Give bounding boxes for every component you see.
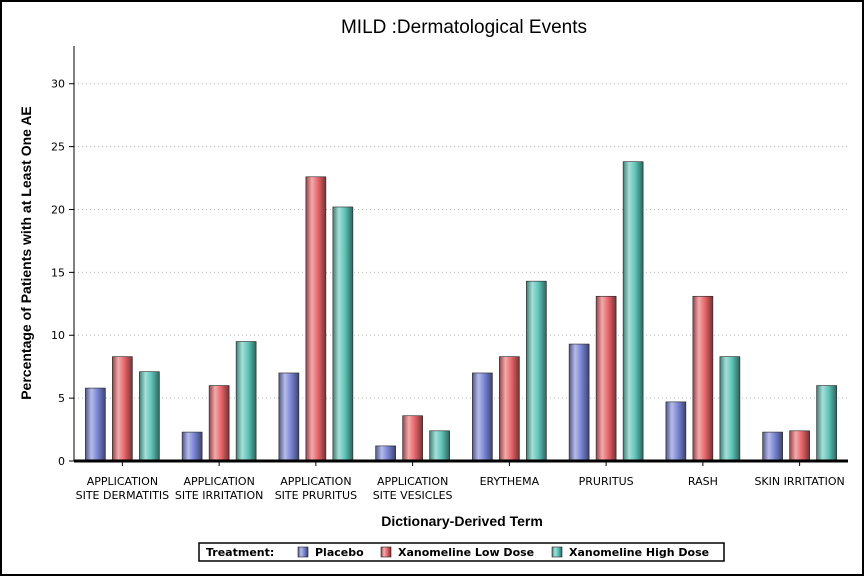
bars-group [85,161,837,462]
y-axis-label: Percentage of Patients with at Least One… [18,106,34,400]
x-tick-label: APPLICATION SITE DERMATITIS [76,475,170,502]
bar-placebo [665,401,687,462]
x-tick-label: PRURITUS [579,475,634,488]
legend-item-label: Placebo [315,546,364,559]
y-tick-label: 25 [51,141,65,154]
bar-xanomeline-high-dose [139,371,160,462]
bar-placebo [472,372,493,462]
x-tick-label: APPLICATION SITE IRRITATION [175,475,264,502]
x-tick-label: ERYTHEMA [480,475,540,488]
bar-xanomeline-low-dose [402,415,423,462]
bar-placebo [762,431,783,462]
y-tick-label: 30 [51,78,65,91]
legend-title: Treatment: [206,546,274,559]
bar-xanomeline-low-dose [305,176,327,462]
bar-xanomeline-high-dose [719,356,741,462]
legend-swatch [551,546,563,558]
bar-xanomeline-low-dose [595,295,617,462]
bar-placebo [278,372,300,462]
y-tick-label: 0 [58,455,65,468]
bar-xanomeline-high-dose [622,161,644,462]
grid-lines [74,83,848,399]
bar-xanomeline-low-dose [789,430,810,462]
bar-placebo [181,431,203,462]
bar-placebo [85,387,106,462]
x-tick-label: APPLICATION SITE VESICLES [373,475,453,502]
bar-xanomeline-low-dose [499,356,520,462]
bar-placebo [375,445,396,462]
y-tick-label: 10 [51,329,65,342]
axes [73,46,848,463]
bar-xanomeline-high-dose [332,206,354,462]
bar-xanomeline-low-dose [112,356,133,462]
legend-item-label: Xanomeline High Dose [569,546,709,559]
y-tick-label: 15 [51,266,65,279]
bar-xanomeline-low-dose [208,385,230,462]
bar-xanomeline-high-dose [429,430,450,462]
x-tick-label: RASH [688,475,718,488]
bar-xanomeline-high-dose [235,341,257,462]
legend-item-label: Xanomeline Low Dose [398,546,534,559]
legend-box [198,542,725,562]
bar-xanomeline-high-dose [526,280,547,462]
y-ticks: 0 5 10 15 20 25 30 [51,78,74,468]
y-tick-label: 5 [58,392,65,405]
chart-title: MILD :Dermatological Events [341,17,587,38]
legend-swatch [297,546,309,558]
legend: Treatment: Placebo Xanomeline Low Dose Xano… [198,542,725,562]
x-axis-label: Dictionary-Derived Term [381,513,543,529]
bar-placebo [568,343,590,462]
bar-xanomeline-low-dose [692,295,714,462]
x-tick-label: SKIN IRRITATION [754,475,844,488]
x-tick-label: APPLICATION SITE PRURITUS [275,475,357,502]
legend-swatch [380,546,392,558]
bar-xanomeline-high-dose [816,385,837,462]
y-tick-label: 20 [51,203,65,216]
